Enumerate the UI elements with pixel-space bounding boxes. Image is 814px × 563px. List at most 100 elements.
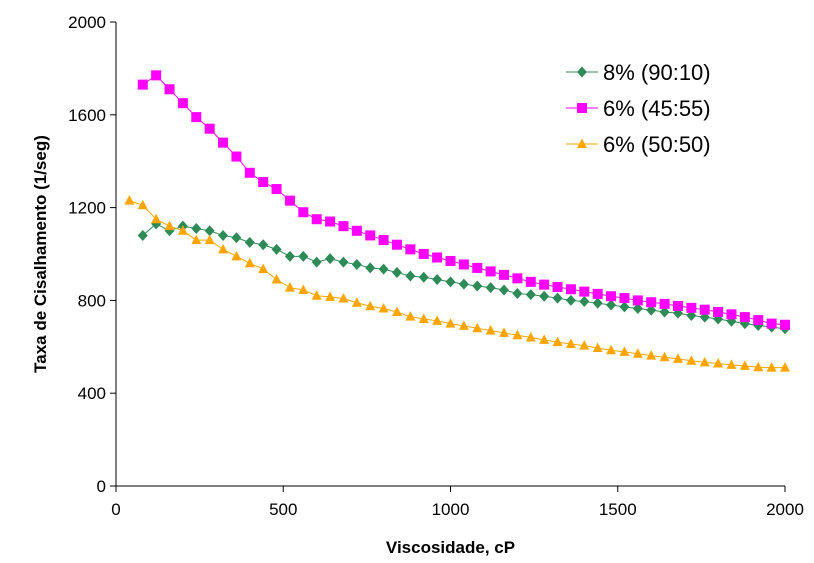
data-point xyxy=(458,278,469,290)
legend-marker xyxy=(577,66,587,78)
data-point xyxy=(552,292,563,304)
data-point xyxy=(780,362,790,372)
data-point xyxy=(271,243,282,255)
data-point xyxy=(619,346,630,356)
data-point xyxy=(311,256,322,268)
data-point xyxy=(351,258,362,270)
data-point xyxy=(512,329,523,340)
data-point xyxy=(565,294,576,306)
data-point xyxy=(445,318,456,328)
y-tick-label: 800 xyxy=(78,291,106,310)
data-point xyxy=(311,214,322,225)
data-point xyxy=(204,123,215,134)
data-point xyxy=(699,356,710,367)
data-point xyxy=(646,304,657,316)
data-point xyxy=(405,311,416,321)
axes: 0 400 800 1200 1600 2000 0 500 1000 1500 2000 xyxy=(68,13,804,519)
data-point xyxy=(552,281,563,292)
data-point xyxy=(325,291,336,301)
data-point xyxy=(365,262,376,274)
data-point xyxy=(753,315,764,326)
data-point xyxy=(405,244,416,255)
data-point xyxy=(311,290,322,300)
data-point xyxy=(485,266,496,277)
legend-label: 6% (50:50) xyxy=(603,132,711,157)
data-point xyxy=(472,262,483,273)
data-point xyxy=(284,195,295,206)
data-point xyxy=(726,309,737,320)
data-point xyxy=(512,273,523,284)
data-point xyxy=(338,256,349,268)
data-point xyxy=(218,137,229,148)
data-point xyxy=(271,274,282,284)
data-point xyxy=(579,286,590,297)
data-point xyxy=(177,225,188,235)
legend-item-0: 8% (90:10) xyxy=(566,60,711,85)
legend-item-1: 6% (45:55) xyxy=(566,96,711,121)
x-tick-label: 2000 xyxy=(766,500,804,519)
x-tick-label: 500 xyxy=(269,500,297,519)
data-point xyxy=(418,249,429,259)
data-point xyxy=(686,302,697,313)
data-point xyxy=(231,151,242,162)
data-point xyxy=(686,355,697,365)
data-point xyxy=(713,358,724,368)
data-point xyxy=(619,301,630,313)
data-point xyxy=(418,271,429,283)
x-tick-label: 1000 xyxy=(432,500,470,519)
x-tick-label: 1500 xyxy=(599,500,637,519)
data-point xyxy=(606,291,617,302)
data-point xyxy=(780,319,790,330)
data-point xyxy=(271,184,282,195)
data-point xyxy=(284,282,295,292)
data-point xyxy=(298,284,309,294)
y-tick-label: 1600 xyxy=(68,106,106,125)
y-tick-label: 1200 xyxy=(68,199,106,218)
data-point xyxy=(472,280,483,292)
data-point xyxy=(713,307,724,317)
data-point xyxy=(244,236,255,248)
data-point xyxy=(351,297,362,307)
y-tick-label: 0 xyxy=(97,477,106,496)
data-point xyxy=(191,112,202,123)
data-point xyxy=(231,250,242,261)
data-point xyxy=(177,98,188,109)
data-point xyxy=(753,361,764,372)
data-point xyxy=(579,340,590,350)
data-point xyxy=(592,288,603,299)
data-point xyxy=(191,234,202,245)
data-point xyxy=(244,167,255,178)
data-point xyxy=(124,195,135,205)
data-point xyxy=(579,296,590,308)
legend-marker xyxy=(577,138,587,148)
series-line xyxy=(129,200,785,369)
data-point xyxy=(258,177,269,188)
data-point xyxy=(351,225,362,236)
data-point xyxy=(418,313,429,323)
data-point xyxy=(445,255,456,266)
data-point xyxy=(485,282,496,294)
data-point xyxy=(485,325,496,335)
series-layer xyxy=(124,70,790,372)
series-0 xyxy=(137,218,790,335)
legend: 8% (90:10) 6% (45:55) 6% (50:50) xyxy=(566,60,711,157)
data-point xyxy=(151,70,162,81)
series-1 xyxy=(137,70,790,330)
data-point xyxy=(164,220,175,231)
data-point xyxy=(672,300,683,311)
data-point xyxy=(606,344,617,355)
data-point xyxy=(525,289,536,301)
data-point xyxy=(499,284,510,296)
y-tick-label: 400 xyxy=(78,384,106,403)
data-point xyxy=(151,213,162,224)
data-point xyxy=(766,318,777,329)
data-point xyxy=(244,257,255,268)
y-tick-label: 2000 xyxy=(68,13,106,32)
data-point xyxy=(258,263,269,274)
data-point xyxy=(458,259,469,270)
data-point xyxy=(325,216,336,227)
data-point xyxy=(565,338,576,349)
data-point xyxy=(512,287,523,299)
data-point xyxy=(525,276,536,287)
